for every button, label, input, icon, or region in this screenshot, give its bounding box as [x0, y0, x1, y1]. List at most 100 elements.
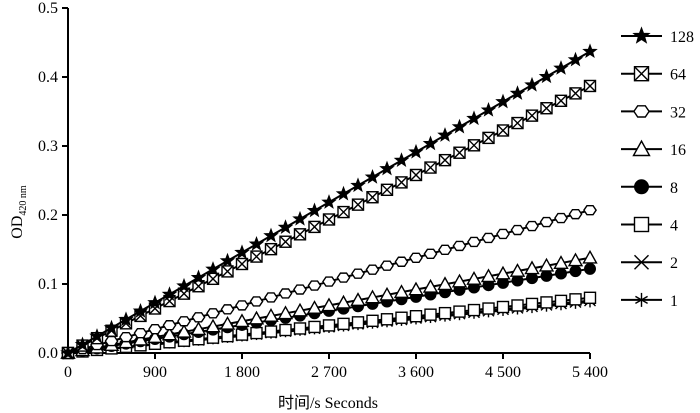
data-point-4 — [569, 293, 582, 306]
data-point-16 — [292, 302, 308, 317]
data-point-32 — [278, 288, 293, 299]
data-point-128 — [364, 168, 381, 184]
y-tick-label: 0.0 — [38, 345, 58, 362]
data-point-4 — [250, 326, 263, 340]
y-tick-label: 0.3 — [38, 138, 58, 155]
data-point-128 — [466, 110, 482, 126]
y-axis-title-main: OD — [9, 216, 26, 239]
data-point-16 — [306, 300, 323, 314]
data-point-64 — [351, 198, 365, 211]
data-point-128 — [495, 93, 511, 109]
data-point-16 — [132, 331, 149, 346]
legend-marker — [632, 26, 651, 44]
data-point-4 — [279, 323, 292, 337]
data-point-64 — [235, 257, 249, 271]
data-point-16 — [161, 326, 178, 341]
data-point-128 — [306, 202, 323, 218]
data-point-4 — [395, 311, 408, 324]
legend-marker — [633, 216, 650, 233]
data-point-128 — [350, 177, 366, 193]
data-point-16 — [451, 273, 468, 288]
data-point-4 — [308, 320, 321, 334]
data-point-32 — [249, 296, 264, 307]
data-point-4 — [540, 296, 553, 309]
data-point-64 — [583, 79, 597, 93]
data-point-16 — [205, 318, 221, 333]
data-point-128 — [335, 185, 352, 201]
data-point-4 — [351, 316, 365, 329]
data-point-32 — [148, 324, 162, 335]
data-point-128 — [118, 311, 134, 327]
plot-series — [60, 43, 598, 360]
legend-label: 8 — [670, 180, 678, 197]
data-point-32 — [481, 232, 496, 244]
data-point-32 — [380, 260, 394, 271]
data-point-64 — [206, 272, 220, 286]
data-point-128 — [74, 336, 91, 352]
legend-item-2: 2 — [621, 254, 678, 272]
data-point-64 — [424, 161, 437, 174]
legend-marker — [634, 179, 649, 195]
data-point-128 — [538, 68, 555, 84]
data-point-16 — [480, 268, 497, 283]
data-point-32 — [510, 224, 525, 236]
data-point-128 — [451, 118, 468, 134]
data-point-128 — [393, 152, 410, 167]
data-point-16 — [190, 321, 207, 336]
data-point-32 — [554, 212, 568, 224]
data-point-16 — [437, 276, 453, 291]
legend-marker — [632, 139, 651, 157]
y-axis-title-sub: 420 nm — [18, 185, 29, 216]
data-point-128 — [509, 85, 526, 100]
data-point-64 — [482, 131, 495, 145]
data-point-64 — [511, 116, 524, 130]
data-point-4 — [264, 325, 278, 338]
data-point-64 — [279, 235, 292, 248]
data-point-64 — [293, 228, 307, 241]
data-point-32 — [336, 272, 351, 283]
data-point-128 — [132, 302, 149, 318]
data-point-4 — [583, 291, 597, 304]
data-point-64 — [308, 220, 321, 234]
data-point-64 — [467, 139, 481, 152]
data-point-16 — [509, 263, 526, 277]
data-point-16 — [466, 270, 482, 285]
data-point-8 — [569, 265, 582, 278]
data-point-32 — [119, 331, 133, 343]
data-point-16 — [335, 294, 352, 309]
data-point-32 — [365, 264, 380, 275]
data-point-4 — [482, 302, 495, 315]
data-point-8 — [540, 269, 553, 282]
y-tick-label: 0.1 — [38, 276, 58, 293]
data-point-64 — [221, 265, 234, 278]
legend-marker — [634, 254, 649, 270]
data-point-16 — [379, 286, 395, 301]
data-point-64 — [496, 124, 510, 137]
data-point-32 — [264, 292, 278, 303]
data-point-32 — [293, 284, 307, 295]
data-point-128 — [219, 252, 236, 268]
series-32 — [61, 204, 597, 359]
legend-marker — [633, 105, 650, 118]
data-point-128 — [437, 127, 453, 142]
y-axis-title: OD420 nm — [9, 185, 29, 239]
data-point-128 — [582, 43, 598, 59]
data-point-16 — [393, 284, 410, 299]
data-point-4 — [366, 314, 379, 327]
data-point-32 — [191, 312, 206, 323]
data-point-8 — [526, 272, 538, 285]
data-point-32 — [162, 320, 177, 331]
data-point-16 — [408, 281, 424, 296]
data-point-32 — [104, 335, 119, 347]
legend-label: 32 — [670, 104, 686, 121]
x-tick-label: 1 800 — [224, 364, 260, 381]
legend-label: 2 — [670, 255, 678, 272]
data-point-128 — [524, 76, 540, 92]
data-point-128 — [103, 319, 120, 335]
data-point-4 — [438, 306, 452, 320]
data-point-32 — [568, 208, 583, 220]
data-point-128 — [553, 60, 569, 75]
data-point-32 — [206, 308, 220, 319]
data-point-64 — [438, 153, 452, 167]
data-point-32 — [133, 327, 148, 339]
